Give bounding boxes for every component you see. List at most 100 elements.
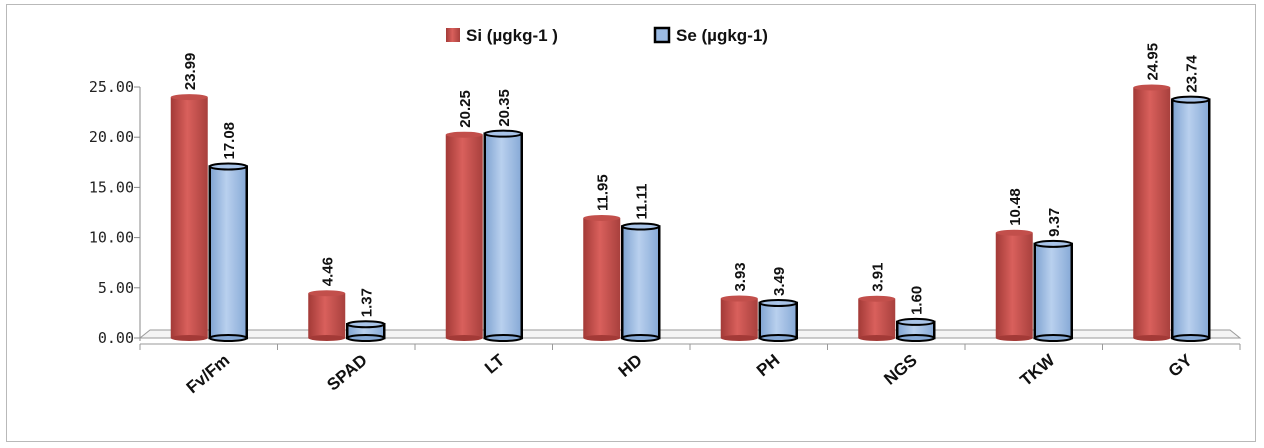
- bar-top: [483, 129, 523, 138]
- bar-body: [208, 165, 248, 340]
- y-tick-label: 5.00: [98, 279, 134, 297]
- bar-top: [445, 131, 483, 138]
- bar-si-Fv/Fm: [170, 94, 208, 341]
- y-tick-label: 20.00: [89, 128, 134, 146]
- x-tick-label-HD: HD: [615, 351, 646, 381]
- data-label-si-TKW: 10.48: [1007, 188, 1024, 226]
- bar-base: [1171, 334, 1211, 342]
- bar-top: [583, 215, 621, 222]
- data-label-se-PH: 3.49: [771, 267, 788, 296]
- bar-se-LT: [483, 129, 523, 342]
- bar-base: [896, 334, 936, 342]
- bar-se-NGS: [896, 317, 936, 342]
- bar-top: [170, 94, 208, 101]
- bar-se-SPAD: [346, 320, 386, 342]
- bar-si-NGS: [858, 295, 896, 341]
- bars: [170, 84, 1211, 342]
- x-tick-label-Fv/Fm: Fv/Fm: [183, 351, 234, 398]
- legend-label-si: Si (µgkg-1 ): [466, 26, 558, 45]
- bar-body: [1033, 242, 1073, 340]
- bar-body: [170, 97, 208, 338]
- bar-top: [346, 320, 386, 329]
- x-tick-label-NGS: NGS: [880, 351, 920, 389]
- bar-body: [1171, 98, 1211, 340]
- data-label-se-TKW: 9.37: [1046, 208, 1063, 237]
- bar-top: [896, 317, 936, 326]
- bar-si-PH: [720, 295, 758, 341]
- bar-top: [308, 290, 346, 297]
- bar-body: [758, 301, 798, 340]
- bar-se-PH: [758, 298, 798, 342]
- bar-base: [1033, 334, 1073, 342]
- y-tick-label: 25.00: [89, 78, 134, 96]
- bar-top: [758, 298, 798, 307]
- bar-body: [858, 298, 896, 338]
- data-label-si-LT: 20.25: [457, 90, 474, 128]
- data-label-se-Fv/Fm: 17.08: [221, 122, 238, 160]
- bar-body: [483, 132, 523, 340]
- bar-body: [308, 293, 346, 338]
- x-tick-label-SPAD: SPAD: [323, 351, 370, 395]
- bar-top: [208, 162, 248, 171]
- bar-se-Fv/Fm: [208, 162, 248, 342]
- bar-body: [445, 134, 483, 338]
- data-label-se-GY: 23.74: [1184, 54, 1201, 92]
- bar-base: [208, 334, 248, 342]
- bar-top: [621, 222, 661, 231]
- bar-si-SPAD: [308, 290, 346, 341]
- data-label-si-HD: 11.95: [595, 174, 612, 211]
- bar-top: [1171, 95, 1211, 104]
- bar-base: [1133, 335, 1171, 341]
- bar-top: [1033, 239, 1073, 248]
- y-tick-label: 0.00: [98, 329, 134, 347]
- y-tick-label: 15.00: [89, 178, 134, 196]
- data-label-si-Fv/Fm: 23.99: [182, 53, 199, 91]
- data-labels: 23.99 17.08 4.46 1.37 20.25 20.35 11.95 11.11 3.…: [182, 43, 1201, 317]
- bar-base: [720, 335, 758, 341]
- bar-top: [1133, 84, 1171, 91]
- y-axis: 0.00 5.00 10.00 15.00 20.00 25.00: [89, 78, 141, 347]
- bar-base: [583, 335, 621, 341]
- bar-top: [720, 295, 758, 302]
- bar-se-GY: [1171, 95, 1211, 342]
- data-label-si-PH: 3.93: [732, 262, 749, 291]
- y-tick-label: 10.00: [89, 229, 134, 247]
- x-tick-label-PH: PH: [753, 351, 783, 381]
- bar-body: [583, 218, 621, 338]
- bar-base: [858, 335, 896, 341]
- bar-base: [346, 334, 386, 342]
- bar-si-GY: [1133, 84, 1171, 341]
- legend-label-se: Se (µgkg-1): [676, 26, 768, 45]
- legend-swatch-si: [446, 28, 460, 42]
- bar-body: [1133, 87, 1171, 338]
- data-label-si-NGS: 3.91: [870, 263, 887, 292]
- bar-si-LT: [445, 131, 483, 341]
- x-axis: Fv/Fm SPAD LT HD PH NGS TKW GY: [183, 350, 1197, 397]
- bar-top: [858, 295, 896, 302]
- bar-si-HD: [583, 215, 621, 341]
- legend-swatch-se: [653, 26, 671, 44]
- data-label-se-SPAD: 1.37: [359, 288, 376, 317]
- chart-floor: [138, 329, 1242, 350]
- bar-se-HD: [621, 222, 661, 342]
- bar-se-TKW: [1033, 239, 1073, 342]
- bar-si-TKW: [995, 229, 1033, 341]
- x-tick-label-GY: GY: [1165, 350, 1197, 381]
- bar-base: [621, 334, 661, 342]
- x-tick-label-TKW: TKW: [1016, 350, 1059, 390]
- bar-base: [445, 335, 483, 341]
- chart-floor-plane: [138, 329, 1242, 339]
- x-tick-label-LT: LT: [481, 350, 509, 377]
- bar-body: [995, 232, 1033, 338]
- data-label-si-GY: 24.95: [1145, 43, 1162, 81]
- bar-base: [995, 335, 1033, 341]
- data-label-se-NGS: 1.60: [909, 286, 926, 315]
- data-label-se-HD: 11.11: [634, 184, 651, 220]
- bar-body: [720, 298, 758, 338]
- bar-base: [308, 335, 346, 341]
- bar-body: [621, 225, 661, 340]
- data-label-se-LT: 20.35: [496, 89, 513, 127]
- legend: Si (µgkg-1 ) Se (µgkg-1): [446, 26, 768, 45]
- data-label-si-SPAD: 4.46: [320, 257, 337, 286]
